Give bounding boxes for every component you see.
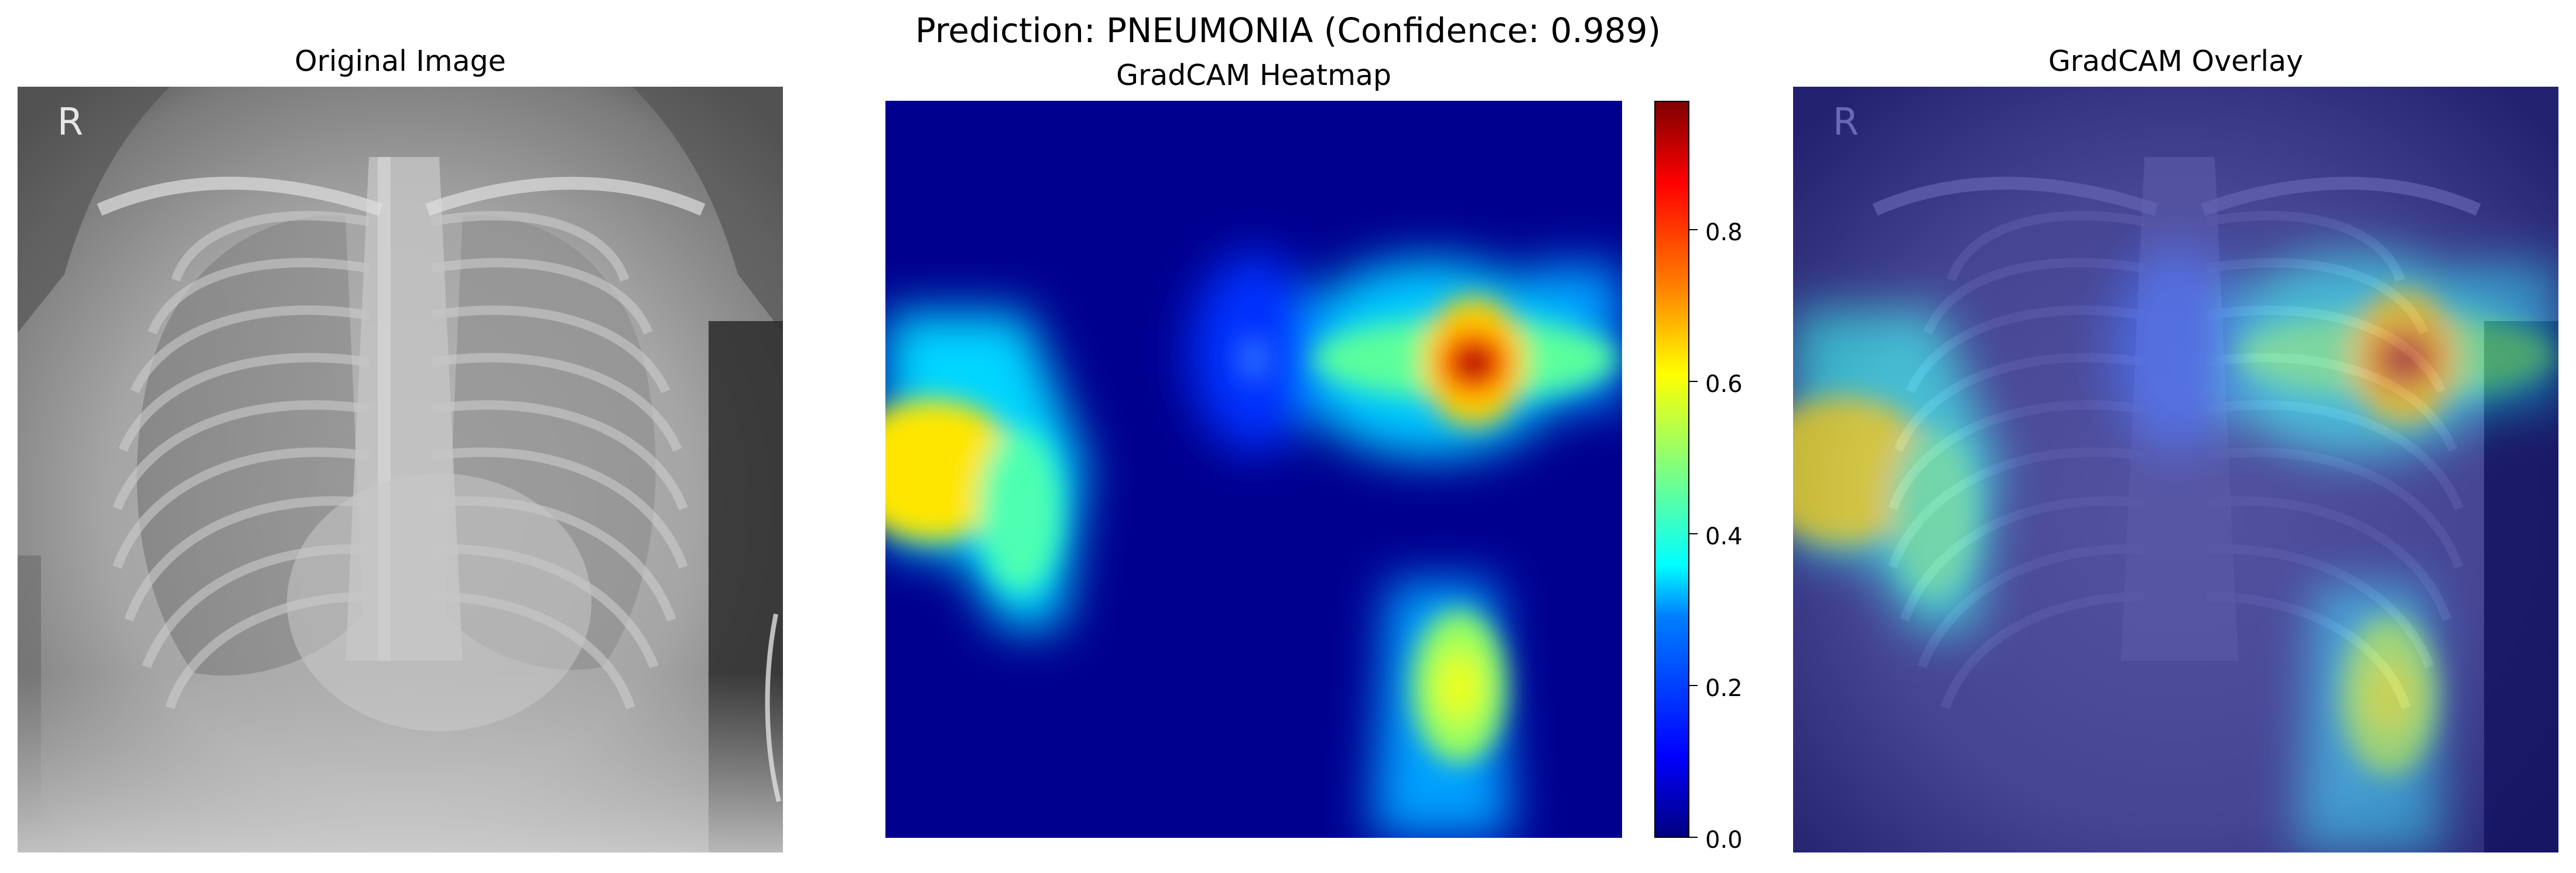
heatmap-title: GradCAM Heatmap xyxy=(1116,59,1391,92)
colorbar xyxy=(1654,101,1689,838)
colorbar-tick xyxy=(1689,837,1698,838)
colorbar-tick-label: 0.8 xyxy=(1705,219,1743,246)
gradcam-overlay-image: R xyxy=(1793,87,2558,852)
colorbar-tick xyxy=(1689,229,1698,230)
original-xray-image: R xyxy=(18,87,783,852)
colorbar-tick xyxy=(1689,381,1698,382)
original-image-title: Original Image xyxy=(295,45,506,78)
colorbar-tick-label: 0.2 xyxy=(1705,675,1743,702)
figure-title: Prediction: PNEUMONIA (Confidence: 0.989… xyxy=(915,11,1661,50)
colorbar-tick xyxy=(1689,685,1698,686)
svg-text:R: R xyxy=(57,101,83,144)
colorbar-tick xyxy=(1689,533,1698,534)
gradcam-heatmap xyxy=(885,101,1622,838)
colorbar-tick-label: 0.0 xyxy=(1705,827,1743,854)
overlay-title: GradCAM Overlay xyxy=(2048,45,2304,78)
colorbar-tick-label: 0.6 xyxy=(1705,371,1743,398)
colorbar-tick-label: 0.4 xyxy=(1705,523,1743,550)
